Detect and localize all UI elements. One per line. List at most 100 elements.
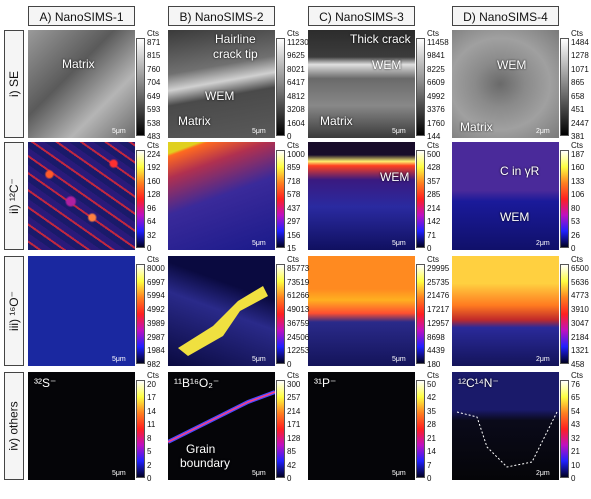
label-hairline: Hairline [215, 32, 256, 46]
scale-tick-label: 128 [147, 190, 161, 200]
scale-tick-label: 133 [571, 176, 585, 186]
scale-tick-label: 1321 [571, 346, 589, 356]
label-s32: ³²S⁻ [34, 376, 57, 390]
scale-tick-label: 5636 [571, 277, 589, 287]
scale-tick-label: 500 [427, 150, 441, 159]
scale-tick-label: 28 [427, 420, 436, 430]
scalebar-label: 5μm [252, 470, 266, 477]
scale-tick-label: 451 [571, 105, 585, 115]
scale-tick-label: 54 [571, 406, 580, 416]
scalebar-label: 5μm [252, 356, 266, 363]
scale-tick-label: 180 [427, 360, 441, 369]
scale-tick-label: 2447 [571, 118, 589, 128]
scale-tick-label: 9625 [287, 51, 305, 61]
scale-tick-label: 4992 [147, 305, 165, 315]
panel-other-b [168, 372, 275, 480]
scalebar-label: 5μm [392, 356, 406, 363]
cts-label: Cts [427, 371, 439, 380]
scale-tick-label: 160 [571, 163, 585, 173]
scale-tick-label: 10 [571, 460, 580, 470]
panel-o-a [28, 256, 135, 366]
scale-tick-label: 3047 [571, 318, 589, 328]
row-label-text: iii) ¹⁶O⁻ [7, 291, 21, 331]
panel-se-b [168, 30, 275, 138]
scale-tick-label: 53 [571, 217, 580, 227]
scale-tick-label: 4992 [427, 91, 445, 101]
scale-tick-label: 0 [427, 474, 432, 483]
scale-tick-label: 128 [287, 433, 301, 443]
scale-tick-label: 1984 [147, 346, 165, 356]
scale-tick-label: 71 [427, 230, 436, 240]
scale-tick-label: 483 [147, 132, 161, 141]
scale-tick-label: 428 [427, 163, 441, 173]
scale-tick-label: 65 [571, 393, 580, 403]
scale-tick-label: 32 [571, 433, 580, 443]
cts-label: Cts [427, 141, 439, 150]
scale-tick-label: 32 [147, 230, 156, 240]
scale-tick-label: 160 [147, 176, 161, 186]
label-wem: WEM [497, 58, 527, 72]
row-label-text: i) SE [7, 70, 22, 98]
scale-tick-label: 11458 [427, 38, 449, 47]
scale-tick-label: 11230 [287, 38, 309, 47]
column-header-d: D) NanoSIMS-4 [452, 6, 559, 26]
label-crack-tip: crack tip [213, 47, 258, 61]
scale-tick-label: 2987 [147, 332, 165, 342]
scale-tick-label: 12253 [287, 346, 310, 356]
scale-tick-label: 0 [147, 474, 152, 483]
cts-label: Cts [147, 29, 159, 38]
scale-tick-label: 3376 [427, 105, 445, 115]
scale-tick-label: 704 [147, 78, 161, 88]
color-scale-bar [136, 380, 145, 478]
cts-label: Cts [427, 29, 439, 38]
wem-outline [456, 411, 558, 468]
scale-tick-label: 17217 [427, 305, 450, 315]
scale-tick-label: 17 [147, 393, 156, 403]
scalebar-label: 2μm [536, 240, 550, 247]
panel-c-b [168, 142, 275, 250]
scale-tick-label: 865 [571, 78, 585, 88]
cts-label: Cts [147, 255, 159, 264]
label-wem: WEM [380, 170, 410, 184]
scale-tick-label: 214 [427, 203, 441, 213]
scale-tick-label: 0 [427, 244, 432, 253]
label-p31: ³¹P⁻ [314, 376, 337, 390]
scale-tick-label: 14 [147, 406, 156, 416]
scale-tick-label: 8000 [147, 264, 165, 273]
scale-tick-label: 1071 [571, 64, 589, 74]
color-scale-bar [276, 264, 285, 364]
scale-tick-label: 6417 [287, 78, 305, 88]
color-scale-bar [136, 150, 145, 248]
label-matrix: Matrix [460, 120, 493, 134]
label-wem: WEM [205, 89, 235, 103]
color-scale-bar [416, 380, 425, 478]
label-matrix: Matrix [62, 57, 95, 71]
color-scale-bar [416, 264, 425, 364]
row-label-o: iii) ¹⁶O⁻ [4, 256, 24, 366]
color-scale-bar [416, 150, 425, 248]
scale-tick-label: 381 [571, 132, 585, 141]
scale-tick-label: 24506 [287, 332, 310, 342]
panel-c-d [452, 142, 559, 250]
panel-other-d [452, 372, 559, 480]
scale-tick-label: 859 [287, 163, 301, 173]
scale-tick-label: 73519 [287, 277, 310, 287]
scale-tick-label: 871 [147, 38, 161, 47]
label-b11o: ¹¹B¹⁶O₂⁻ [174, 376, 220, 390]
scale-tick-label: 658 [571, 91, 585, 101]
panel-o-b [168, 256, 275, 366]
label-wem: WEM [500, 210, 530, 224]
scale-tick-label: 6609 [427, 78, 445, 88]
scale-tick-label: 0 [287, 474, 292, 483]
scale-tick-label: 4439 [427, 346, 445, 356]
scale-tick-label: 578 [287, 190, 301, 200]
scale-tick-label: 142 [427, 217, 441, 227]
color-scale-bar [560, 150, 569, 248]
color-scale-bar [136, 38, 145, 136]
scale-tick-label: 21 [571, 447, 580, 457]
scale-tick-label: 43 [571, 420, 580, 430]
scale-tick-label: 49013 [287, 305, 310, 315]
label-c12n14: ¹²C¹⁴N⁻ [458, 376, 499, 390]
scale-tick-label: 8021 [287, 64, 305, 74]
scalebar-label: 5μm [392, 128, 406, 135]
